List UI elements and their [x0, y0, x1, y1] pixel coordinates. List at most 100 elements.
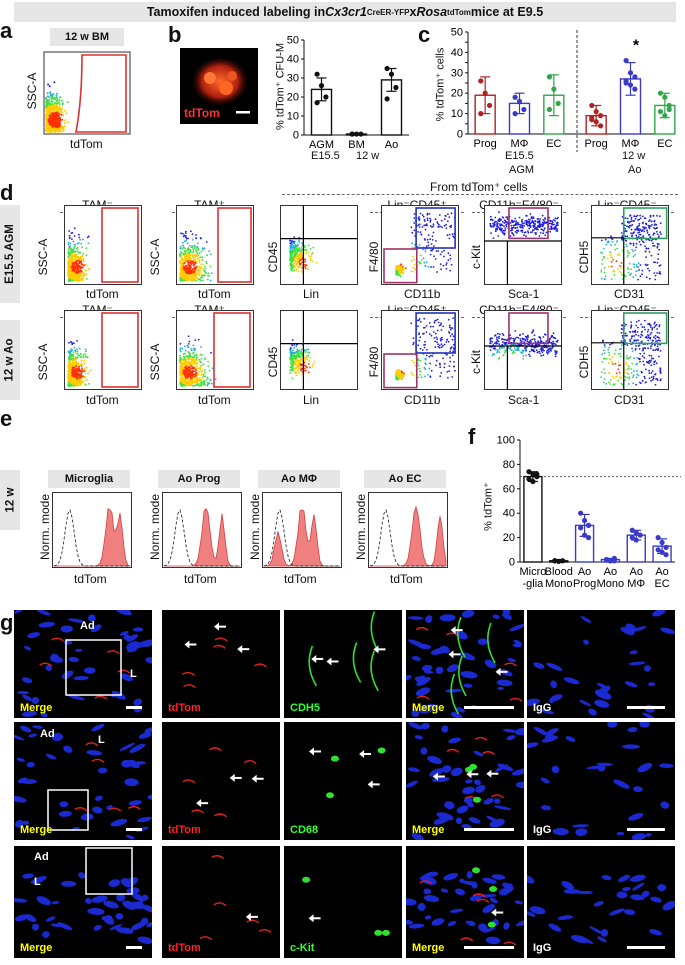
- nucleus: [527, 698, 540, 706]
- nucleus: [411, 656, 421, 661]
- inset-box: [47, 789, 89, 831]
- plot-dots: [600, 214, 662, 281]
- channel-label: tdTom: [168, 942, 201, 954]
- point-3-1: [593, 108, 599, 115]
- tdtom-signal: [446, 748, 460, 753]
- point-0-0: [526, 469, 532, 475]
- nucleus: [582, 639, 589, 645]
- flow-plot-r1-c1: [64, 205, 142, 285]
- nucleus: [445, 688, 462, 693]
- nucleus: [503, 922, 510, 930]
- flow-plot-r2-c4: [381, 310, 459, 390]
- e-p3-ylabel: Norm. mode: [248, 493, 262, 561]
- arrow-icon: [245, 912, 258, 921]
- nucleus: [493, 798, 501, 804]
- nucleus: [462, 880, 478, 886]
- nucleus: [22, 694, 33, 702]
- x-label-1: BM: [348, 139, 365, 150]
- flow-plot-r1-c4: [381, 205, 459, 285]
- point-1-3: [552, 558, 558, 564]
- x-label-2: EC: [546, 138, 561, 150]
- nucleus: [557, 915, 574, 920]
- panel-c-group-12w: 12 w: [622, 150, 646, 162]
- nucleus: [145, 727, 152, 733]
- x-label-4: MΦ: [622, 138, 640, 150]
- point-4-2: [632, 74, 638, 80]
- tdtom-signal: [509, 697, 523, 702]
- nucleus: [28, 733, 38, 738]
- nucleus: [110, 818, 128, 827]
- tdtom-signal: [491, 794, 504, 799]
- nucleus: [627, 727, 638, 733]
- nucleus: [425, 615, 433, 623]
- tdtom-signal: [211, 855, 225, 860]
- panel-label-b: b: [168, 22, 182, 47]
- nucleus: [642, 712, 655, 718]
- nucleus: [502, 887, 513, 894]
- micrograph-r1-c1: Ad L Merge: [14, 610, 152, 718]
- nucleus: [507, 657, 516, 663]
- nucleus: [138, 732, 152, 739]
- tdtom-signal: [117, 669, 131, 674]
- nucleus: [551, 765, 560, 774]
- scale-bar: [126, 706, 142, 709]
- nucleus: [57, 922, 73, 931]
- green-signal: [472, 867, 481, 874]
- nucleus: [421, 664, 433, 672]
- point-5-2: [666, 102, 672, 109]
- arrow-icon: [229, 773, 242, 782]
- scale-bar: [464, 706, 514, 709]
- nucleus: [109, 924, 123, 931]
- nucleus: [31, 696, 40, 705]
- nucleus: [448, 737, 461, 744]
- x-label-4: Ao: [630, 566, 643, 578]
- nucleus: [91, 723, 105, 732]
- point-5-0: [655, 535, 661, 541]
- micrograph-r2-c3: CD68: [284, 722, 402, 840]
- arrow-icon: [466, 770, 479, 779]
- y-tick-label: 50: [287, 35, 299, 47]
- micrograph-r3-c5: IgG: [527, 846, 675, 958]
- y-tick-label: 50: [451, 27, 463, 39]
- point-3-0: [589, 102, 595, 109]
- nucleus: [408, 722, 423, 730]
- nucleus: [406, 898, 417, 906]
- tdtom-signal: [214, 813, 227, 818]
- x-label-5: EC: [657, 138, 672, 150]
- scale-bar: [126, 828, 142, 831]
- hist-control-dashed: [369, 508, 446, 567]
- tdtom-signal: [91, 758, 105, 763]
- nucleus: [650, 896, 662, 903]
- gate-green: [622, 312, 668, 345]
- label-lumen: L: [34, 876, 41, 888]
- plot-dots: [395, 317, 456, 381]
- plot-dots: [289, 236, 318, 273]
- nucleus: [45, 753, 57, 760]
- panel-b-chart: 0 10 20 30 40 50 AGM BM Ao: [287, 35, 409, 150]
- point-4-0: [623, 57, 629, 64]
- hist-control-dashed: [263, 508, 340, 567]
- point-1-1: [353, 131, 360, 137]
- nucleus: [588, 708, 597, 716]
- nucleus: [466, 871, 473, 879]
- nucleus: [45, 916, 56, 922]
- d-r2-p6-xlabel: CD31: [614, 393, 645, 407]
- inset-box: [65, 639, 122, 696]
- nucleus: [414, 676, 428, 683]
- flow-plot-r1-c3: [280, 205, 358, 285]
- d-r1-p4-ylabel: F4/80: [367, 241, 381, 273]
- point-0-1: [530, 471, 536, 477]
- panel-b-group-12w: 12 w: [356, 150, 380, 162]
- e-title-microglia: Microglia: [48, 470, 130, 488]
- nucleus: [442, 765, 452, 773]
- nucleus: [506, 735, 516, 741]
- tdtom-signal: [182, 779, 196, 784]
- nucleus: [513, 639, 523, 646]
- tdtom-signal: [416, 695, 430, 700]
- nucleus: [59, 801, 69, 808]
- nucleus: [446, 664, 459, 673]
- label-lumen: L: [98, 734, 105, 746]
- d-r2-p5-ylabel: c-Kit: [469, 350, 483, 374]
- gate-tdtom: [213, 312, 251, 388]
- green-signal: [456, 616, 466, 658]
